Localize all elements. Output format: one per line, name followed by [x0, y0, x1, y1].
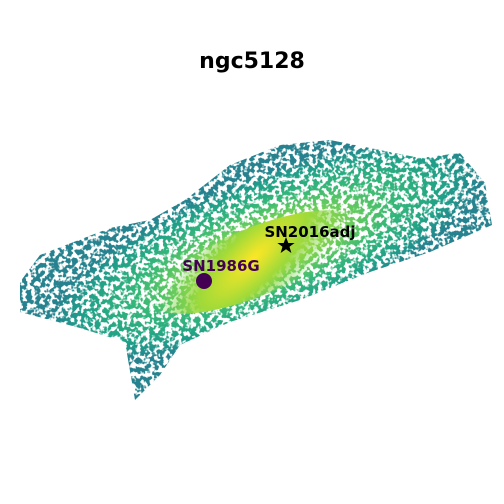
circle-marker: [196, 273, 212, 289]
marker-sn2016adj: SN2016adj: [264, 223, 356, 253]
title: ngc5128: [199, 49, 305, 74]
marker-label: SN1986G: [182, 257, 259, 275]
star-marker: [277, 237, 295, 253]
marker-sn1986g: SN1986G: [182, 257, 260, 289]
marker-label: SN2016adj: [264, 223, 355, 241]
